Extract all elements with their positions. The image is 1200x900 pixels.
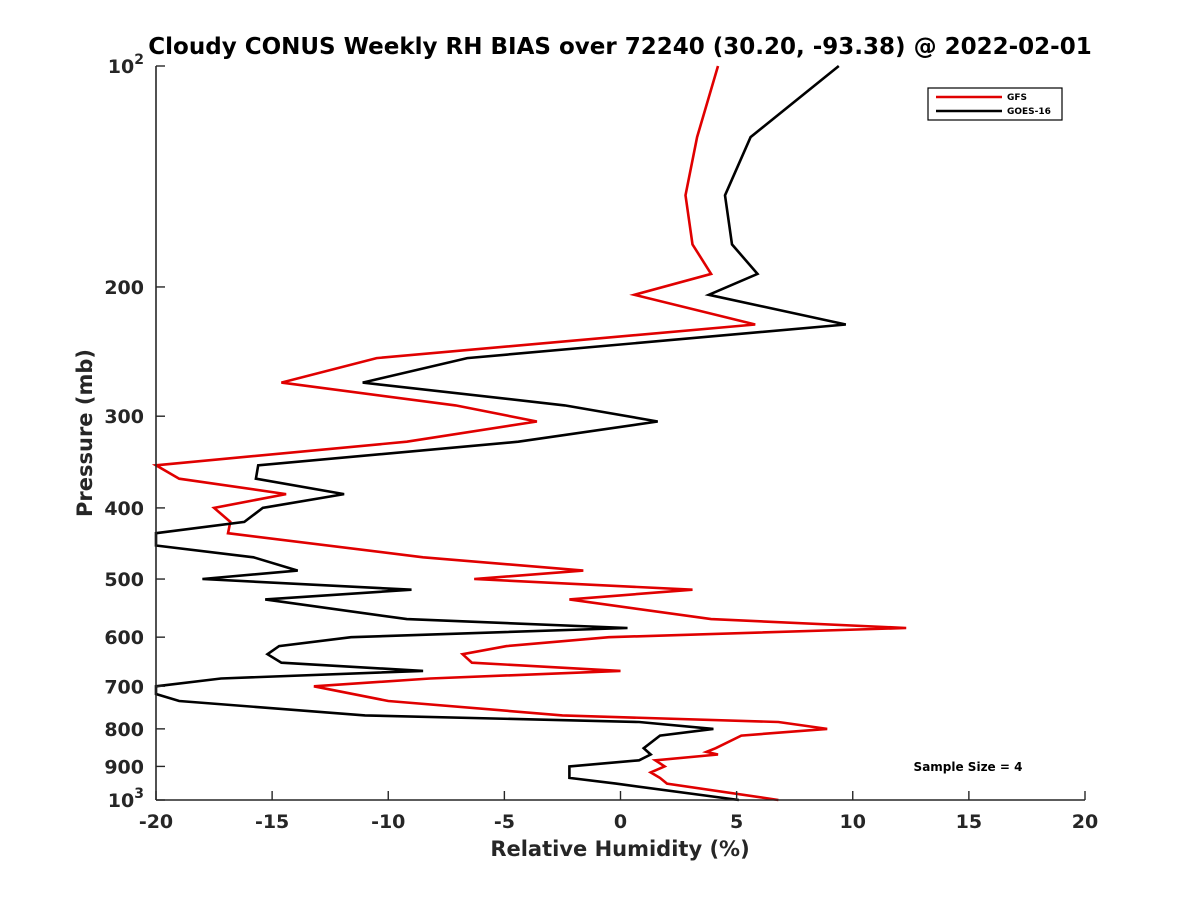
y-tick-label: 300 bbox=[104, 406, 144, 428]
series-line-goes16 bbox=[154, 64, 847, 802]
x-axis-label: Relative Humidity (%) bbox=[490, 837, 749, 861]
legend-label-gfs: GFS bbox=[1007, 93, 1027, 103]
plot-area: -20 -15 -10 -5 0 5 10 15 20 102 200 300 400 500 600 700… bbox=[104, 52, 1098, 833]
x-tick-label: 10 bbox=[840, 811, 866, 833]
y-tick-label: 102 bbox=[108, 52, 144, 78]
y-tick-label: 103 bbox=[108, 786, 144, 812]
chart-title: Cloudy CONUS Weekly RH BIAS over 72240 (… bbox=[148, 34, 1091, 60]
legend: GFS GOES-16 bbox=[927, 87, 1063, 121]
y-tick-label: 500 bbox=[104, 569, 144, 591]
x-tick-label: 0 bbox=[614, 811, 627, 833]
y-tick-label: 800 bbox=[104, 719, 144, 741]
y-tick-label: 200 bbox=[104, 277, 144, 299]
series-layer bbox=[151, 64, 907, 802]
y-tick-label: 700 bbox=[104, 676, 144, 698]
x-tick-label: -20 bbox=[139, 811, 173, 833]
y-tick-label: 600 bbox=[104, 627, 144, 649]
x-tick-label: 5 bbox=[730, 811, 743, 833]
x-tick-label: -15 bbox=[255, 811, 289, 833]
x-tick-label: 15 bbox=[956, 811, 982, 833]
y-tick-label: 900 bbox=[104, 756, 144, 778]
series-line-gfs bbox=[151, 65, 907, 802]
x-tick-label: 20 bbox=[1072, 811, 1098, 833]
legend-box bbox=[927, 87, 1063, 121]
y-axis-label: Pressure (mb) bbox=[73, 349, 97, 517]
y-tick-label: 400 bbox=[104, 498, 144, 520]
x-tick-label: -10 bbox=[371, 811, 405, 833]
x-tick-label: -5 bbox=[494, 811, 515, 833]
sample-size-annotation: Sample Size = 4 bbox=[914, 760, 1023, 774]
legend-label-goes16: GOES-16 bbox=[1007, 107, 1051, 117]
axes-layer: -20 -15 -10 -5 0 5 10 15 20 102 200 300 400 500 600 700… bbox=[104, 52, 1098, 833]
